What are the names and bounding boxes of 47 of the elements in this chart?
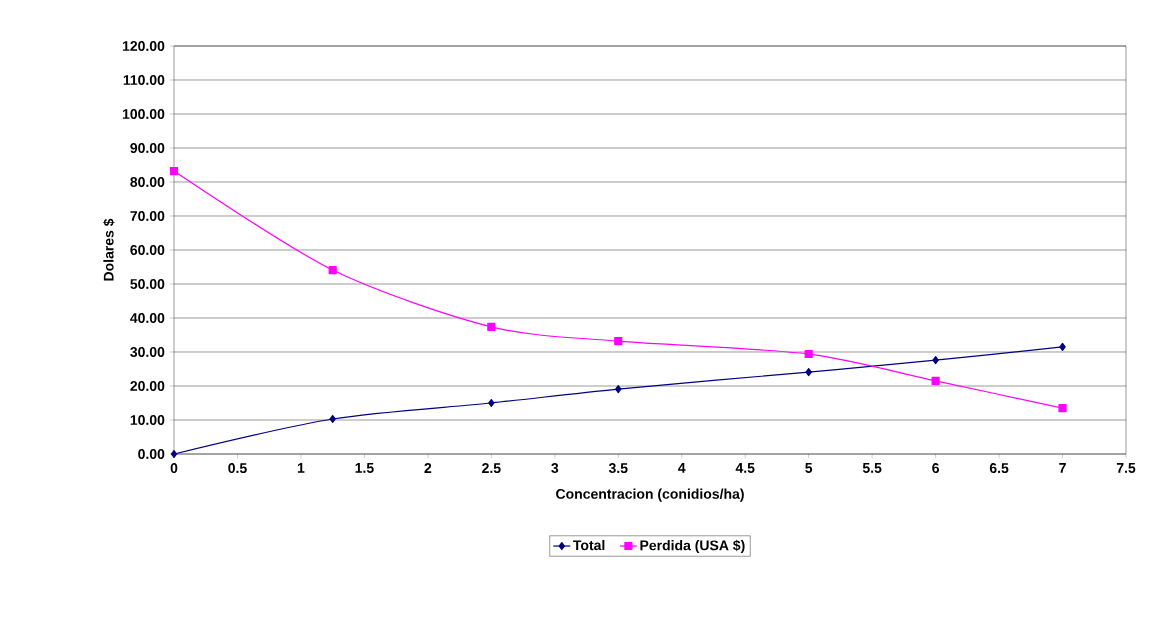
x-tick-label: 2 — [424, 463, 432, 473]
point — [328, 265, 337, 275]
y-tick-label: 110.00 — [123, 75, 165, 85]
point — [1059, 342, 1066, 351]
y-tick-label: 0.00 — [138, 449, 165, 459]
x-tick-label: 5.5 — [862, 463, 882, 473]
y-tick-label: 30.00 — [130, 347, 165, 357]
y-tick-label: 100.00 — [122, 109, 165, 119]
y-tick-label: 80.00 — [130, 177, 165, 187]
point — [931, 376, 940, 385]
y-tick-label: 10.00 — [130, 415, 165, 425]
point — [170, 449, 178, 459]
legend-label: Perdida (USA $) — [640, 539, 745, 554]
x-tick-label: 1 — [297, 463, 305, 473]
point — [804, 349, 813, 359]
point — [1058, 404, 1067, 413]
y-tick-label: 40.00 — [130, 313, 165, 323]
x-tick-label: 4.5 — [735, 463, 755, 473]
y-tick-label: 20.00 — [130, 381, 165, 391]
x-tick-label: 7 — [1059, 463, 1066, 473]
point — [615, 384, 622, 394]
x-tick-label: 5 — [805, 463, 813, 473]
y-tick-label: 60.00 — [130, 245, 165, 255]
point — [329, 414, 336, 424]
point — [932, 356, 939, 365]
x-tick-label: 4 — [678, 463, 686, 473]
x-tick-label: 2.5 — [482, 463, 501, 474]
point — [169, 167, 179, 176]
y-tick-label: 70.00 — [130, 211, 165, 221]
x-tick-label: 3 — [551, 463, 559, 474]
x-tick-label: 0.5 — [228, 463, 247, 474]
x-tick-label: 3.5 — [608, 463, 628, 474]
x-axis-title: Concentracion (conidios/ha) — [556, 488, 744, 502]
x-tick-label: 1.5 — [355, 463, 374, 473]
y-tick-label: 120.00 — [122, 41, 165, 51]
point — [488, 398, 495, 408]
x-tick-label: 6.5 — [989, 463, 1009, 474]
point — [805, 367, 812, 377]
y-tick-label: 50.00 — [130, 279, 165, 289]
point — [487, 322, 496, 331]
x-tick-label: 0 — [170, 463, 178, 474]
x-tick-label: 7.5 — [1116, 463, 1136, 473]
y-tick-label: 90.00 — [130, 143, 165, 153]
x-tick-label: 6 — [932, 463, 939, 474]
point — [614, 337, 623, 346]
y-axis-title: Dolares $ — [103, 218, 115, 281]
legend-label: Total — [573, 539, 605, 551]
